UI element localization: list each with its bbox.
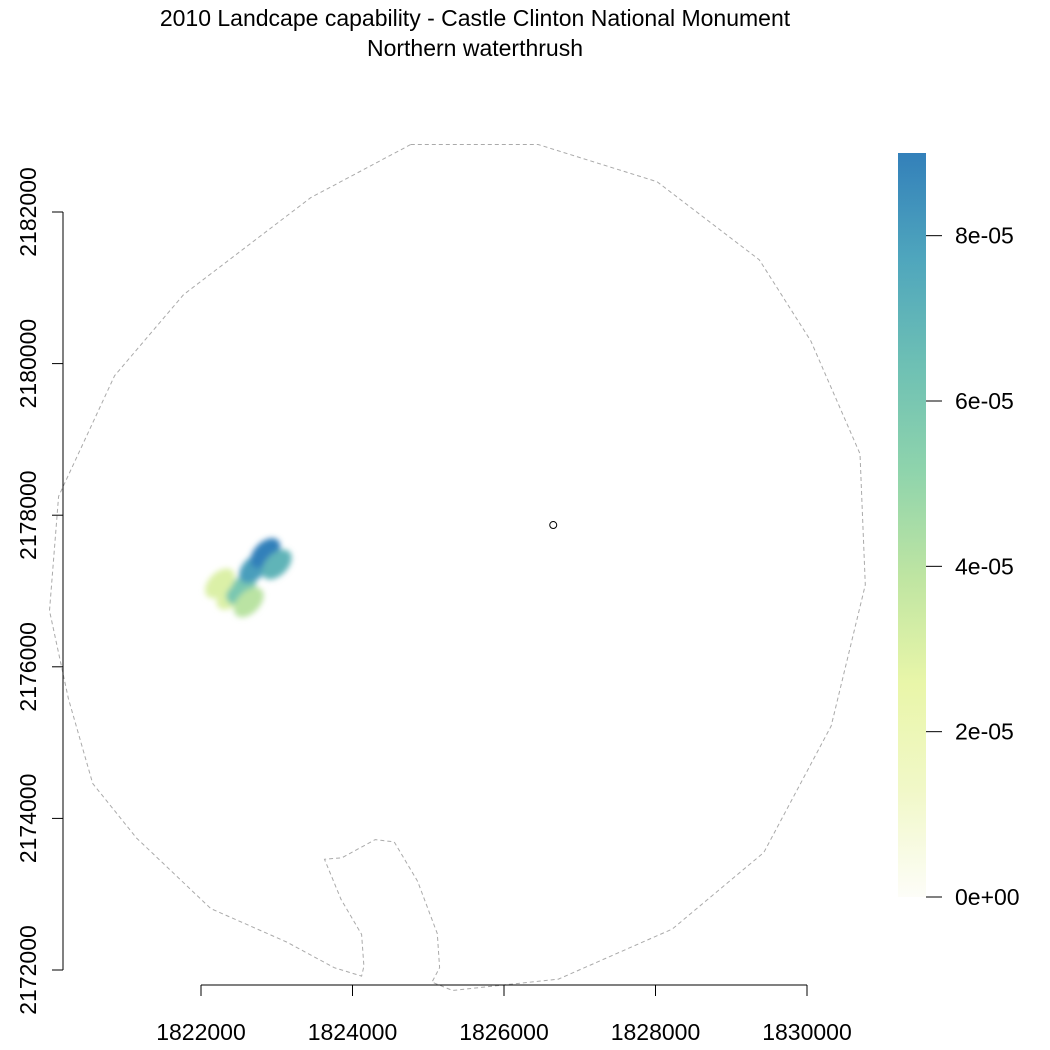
raster-cell-6 [205,568,235,599]
x-tick-label-3: 1828000 [611,1019,701,1045]
y-tick-label-5: 2182000 [15,167,41,257]
colorbar-tick-label-0: 0e+00 [955,884,1020,910]
y-tick-label-3: 2178000 [15,470,41,560]
y-tick-label-4: 2180000 [15,319,41,409]
raster-patches [205,538,292,618]
y-tick-label-0: 2172000 [15,925,41,1015]
y-tick-label-1: 2174000 [15,774,41,864]
raster-cell-4 [261,549,292,580]
x-tick-label-0: 1822000 [156,1019,246,1045]
x-tick-label-2: 1826000 [459,1019,549,1045]
colorbar: 0e+00 2e-05 4e-05 6e-05 8e-05 [898,153,1020,910]
plot-area [48,144,866,992]
x-tick-label-1: 1824000 [308,1019,398,1045]
x-tick-label-4: 1830000 [762,1019,852,1045]
y-tick-label-2: 2176000 [15,622,41,712]
colorbar-tick-label-4: 8e-05 [955,223,1014,249]
monument-marker [549,521,558,530]
colorbar-tick-label-3: 6e-05 [955,388,1014,414]
raster-cell-5 [233,587,264,618]
colorbar-gradient [898,153,926,897]
study-area-boundary [48,144,866,992]
colorbar-tick-label-1: 2e-05 [955,719,1014,745]
axes: 1822000 1824000 1826000 1828000 1830000 21720… [15,167,852,1045]
colorbar-tick-label-2: 4e-05 [955,553,1014,579]
chart-title: 2010 Landcape capability - Castle Clinto… [159,5,791,31]
chart-subtitle: Northern waterthrush [366,35,584,61]
